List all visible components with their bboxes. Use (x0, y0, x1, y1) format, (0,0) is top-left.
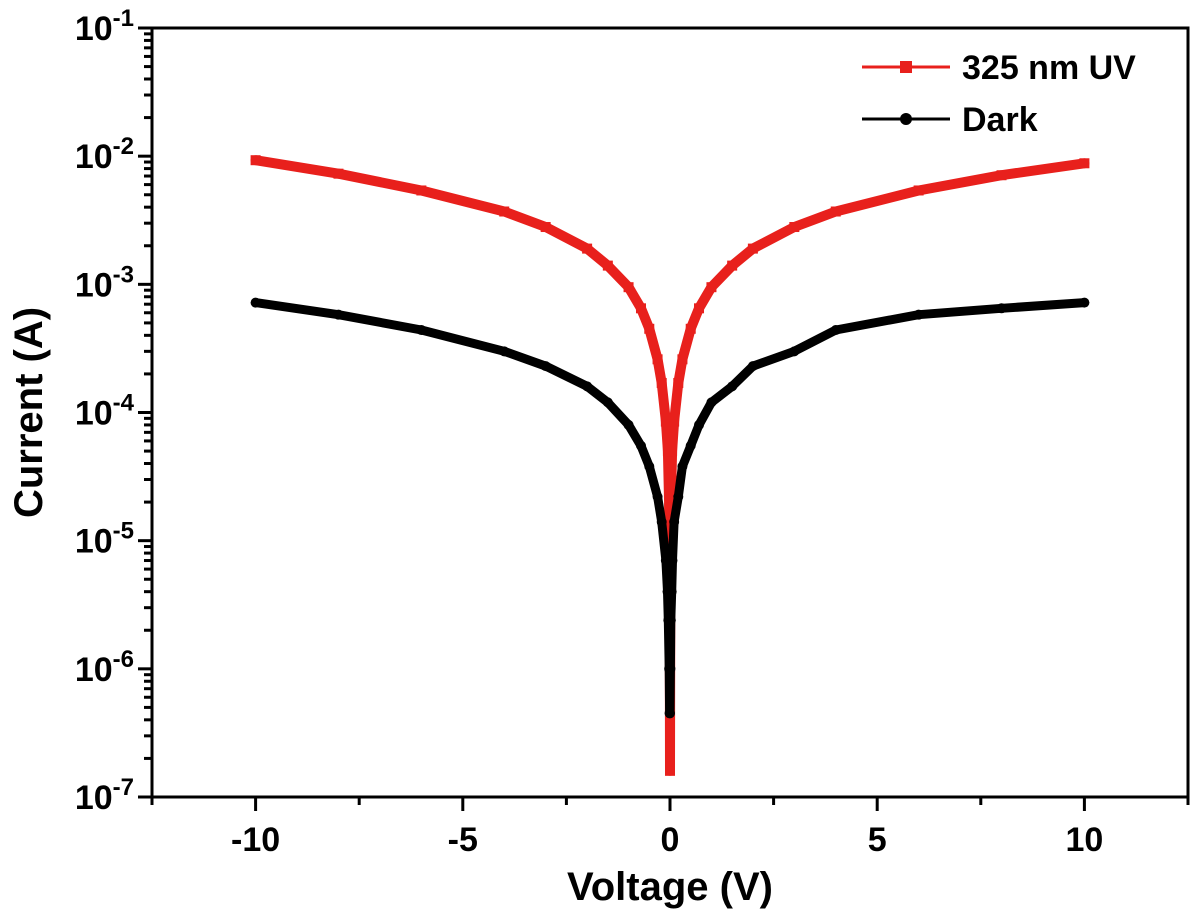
data-point (602, 260, 613, 271)
data-point (665, 708, 675, 719)
data-point (635, 303, 646, 314)
x-axis: -10 -5 0 5 10 (150, 797, 1190, 859)
data-point (667, 446, 678, 457)
x-axis-title: Voltage (V) (567, 865, 773, 909)
data-point (623, 419, 634, 430)
data-point (250, 155, 261, 166)
data-point (727, 260, 738, 271)
data-point (665, 663, 676, 674)
x-tick-label: -5 (448, 821, 478, 859)
data-point (540, 361, 551, 372)
data-point (1079, 158, 1090, 169)
data-point (656, 377, 667, 388)
legend-label: 325 nm UV (962, 49, 1136, 87)
y-tick-label: 10-3 (75, 261, 134, 304)
data-point (789, 346, 800, 357)
data-point (665, 615, 676, 626)
data-point (665, 765, 675, 776)
y-tick-label: 10-5 (75, 518, 134, 561)
data-point (789, 222, 800, 233)
data-point (727, 381, 738, 392)
data-point (747, 361, 758, 372)
data-point (656, 516, 667, 527)
y-tick-label: 10-6 (75, 646, 134, 689)
data-point (666, 586, 677, 597)
data-point (660, 416, 671, 427)
data-point (416, 325, 427, 336)
data-point (333, 309, 344, 320)
y-tick-label: 10-1 (75, 5, 134, 48)
data-point (669, 516, 680, 527)
data-point (652, 354, 663, 365)
data-point (652, 491, 663, 502)
data-point (913, 185, 924, 196)
x-tick-label: 5 (868, 821, 887, 859)
y-axis-title: Current (A) (7, 307, 51, 518)
y-tick-label: 10-7 (75, 774, 134, 817)
data-point (623, 282, 634, 293)
data-point (830, 325, 841, 336)
data-point (540, 222, 551, 233)
data-point (669, 416, 680, 427)
plot-marks (250, 155, 1090, 776)
data-point (333, 168, 344, 179)
data-point (706, 397, 717, 408)
data-point (665, 502, 676, 513)
legend-marker (900, 61, 912, 73)
data-point (602, 397, 613, 408)
legend: 325 nm UV Dark (862, 49, 1136, 139)
data-point (673, 491, 684, 502)
data-point (706, 282, 717, 293)
data-point (499, 346, 510, 357)
data-point (685, 440, 696, 451)
data-point (499, 206, 510, 217)
data-point (673, 377, 684, 388)
data-point (677, 354, 688, 365)
legend-label: Dark (962, 101, 1038, 139)
data-point (635, 440, 646, 451)
data-point (694, 419, 705, 430)
x-tick-label: -10 (231, 821, 280, 859)
y-axis: 10-7 10-6 10-5 10-4 10-3 10-2 10-1 (75, 5, 152, 817)
y-tick-label: 10-2 (75, 133, 134, 176)
data-point (996, 170, 1007, 181)
legend-marker (900, 113, 912, 125)
data-point (250, 297, 261, 308)
x-tick-label: 10 (1065, 821, 1103, 859)
data-point (582, 381, 593, 392)
data-point (913, 309, 924, 320)
x-tick-label: 0 (661, 821, 680, 859)
data-point (1079, 297, 1090, 308)
data-point (416, 185, 427, 196)
y-tick-label: 10-4 (75, 390, 135, 433)
data-point (644, 323, 655, 334)
data-point (677, 461, 688, 472)
data-point (694, 303, 705, 314)
data-point (582, 243, 593, 254)
data-point (996, 303, 1007, 314)
data-point (685, 323, 696, 334)
data-point (747, 243, 758, 254)
data-point (644, 461, 655, 472)
data-point (667, 555, 678, 566)
data-point (830, 206, 841, 217)
